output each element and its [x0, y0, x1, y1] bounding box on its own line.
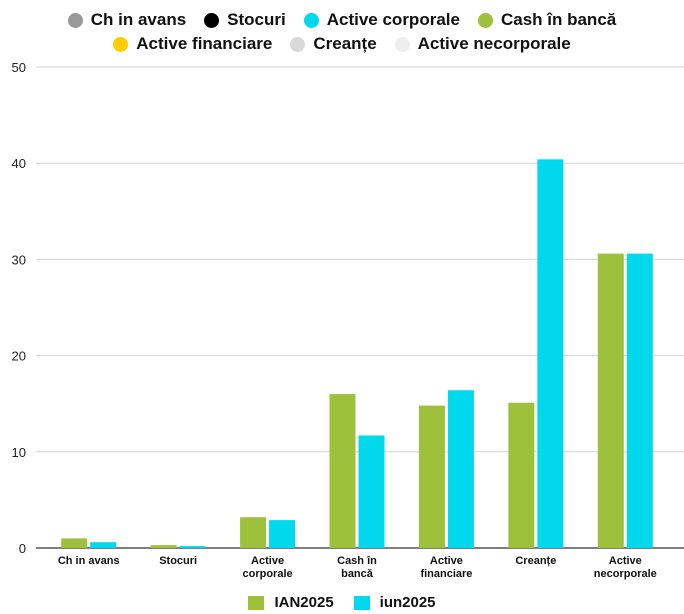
x-tick-label: bancă: [341, 568, 374, 580]
legend-dot: [67, 12, 83, 28]
legend-item-stocuri[interactable]: Stocuri: [204, 10, 286, 30]
bar-ian2025-6: [597, 253, 624, 549]
legend-dot: [477, 12, 493, 28]
x-tick-label: Active: [430, 555, 463, 567]
top-legend-row-1: Ch in avans Stocuri Active corporale Cas…: [0, 8, 684, 32]
legend-label: Active corporale: [326, 10, 460, 29]
legend-label: Active necorporale: [417, 34, 571, 53]
y-tick-label: 40: [12, 156, 26, 171]
y-tick-label: 0: [19, 541, 26, 556]
y-tick-label: 30: [12, 252, 26, 267]
y-tick-label: 10: [12, 445, 26, 460]
legend-item-creante[interactable]: Creanțe: [290, 34, 377, 54]
top-legend: Ch in avans Stocuri Active corporale Cas…: [0, 8, 684, 56]
bar-ian2025-1: [150, 545, 177, 548]
bottom-legend: IAN2025 iun2025: [0, 594, 684, 611]
top-legend-row-2: Active financiare Creanțe Active necorpo…: [0, 32, 684, 56]
x-tick-label: Active: [609, 555, 642, 567]
legend-swatch: [353, 595, 370, 610]
x-tick-label: necorporale: [594, 568, 657, 580]
y-tick-label: 20: [12, 349, 26, 364]
legend-dot: [394, 36, 410, 52]
bar-iun2025-6: [626, 253, 653, 549]
x-tick-label: financiare: [420, 568, 472, 580]
legend-label: Cash în bancă: [500, 10, 617, 29]
legend-item-iun2025[interactable]: iun2025: [353, 594, 436, 611]
bar-iun2025-0: [90, 542, 117, 548]
bar-ian2025-2: [240, 517, 267, 548]
legend-swatch: [248, 595, 265, 610]
legend-label: iun2025: [379, 594, 436, 611]
x-tick-label: Ch in avans: [58, 555, 120, 567]
legend-item-active-necorporale[interactable]: Active necorporale: [394, 34, 571, 54]
y-tick-label: 50: [12, 60, 26, 75]
x-tick-label: Creanțe: [515, 555, 556, 567]
legend-item-active-financiare[interactable]: Active financiare: [113, 34, 272, 54]
x-tick-label: corporale: [243, 568, 293, 580]
legend-dot: [290, 36, 306, 52]
legend-item-cash-in-banca[interactable]: Cash în bancă: [477, 10, 617, 30]
legend-label: Active financiare: [136, 34, 273, 53]
legend-label: IAN2025: [274, 594, 334, 611]
bar-iun2025-5: [537, 159, 564, 549]
legend-label: Creanțe: [313, 34, 377, 53]
bar-ian2025-3: [329, 394, 356, 548]
x-tick-label: Stocuri: [159, 555, 197, 567]
legend-dot: [303, 12, 319, 28]
legend-label: Ch in avans: [90, 10, 187, 29]
bar-iun2025-2: [269, 520, 296, 548]
bar-ian2025-4: [418, 405, 445, 548]
x-tick-label: Cash în: [337, 555, 377, 567]
x-tick-label: Active: [251, 555, 284, 567]
bar-ian2025-0: [61, 538, 88, 548]
legend-label: Stocuri: [227, 10, 286, 29]
legend-dot: [113, 36, 129, 52]
bar-iun2025-1: [179, 546, 206, 548]
legend-item-ch-in-avans[interactable]: Ch in avans: [67, 10, 187, 30]
legend-item-ian2025[interactable]: IAN2025: [248, 594, 334, 611]
legend-item-active-corporale[interactable]: Active corporale: [303, 10, 460, 30]
bar-iun2025-4: [447, 390, 474, 548]
legend-dot: [204, 12, 220, 28]
bar-iun2025-3: [358, 435, 385, 548]
bar-ian2025-5: [508, 402, 535, 548]
